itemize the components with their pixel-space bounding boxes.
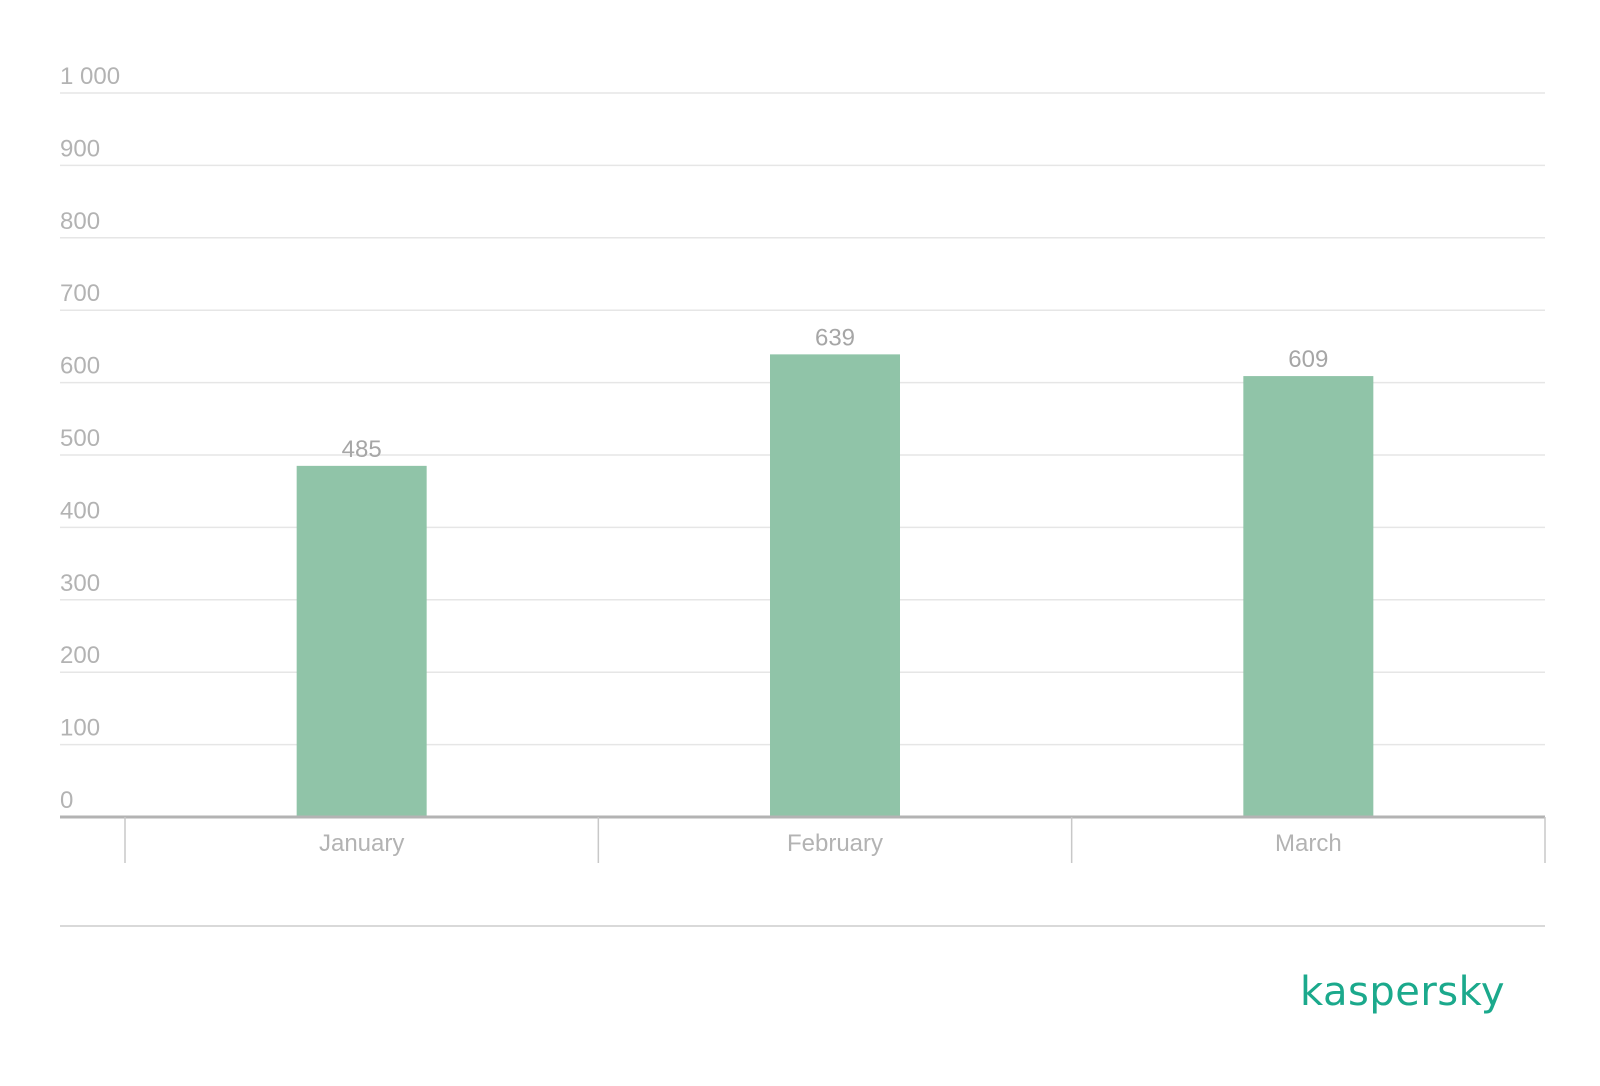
bar-march	[1243, 376, 1374, 817]
y-tick-label: 900	[60, 135, 100, 162]
x-axis	[60, 815, 1546, 863]
data-label: 609	[1288, 346, 1328, 373]
y-tick-label: 400	[60, 497, 100, 524]
x-axis-tick-labels: January February March	[319, 830, 1342, 857]
y-tick-label: 700	[60, 280, 100, 307]
y-axis-tick-labels: 0 100 200 300 400 500 600 700 800 900 1 000	[60, 63, 120, 814]
data-label: 485	[342, 436, 382, 463]
y-tick-label: 200	[60, 642, 100, 669]
y-tick-label: 300	[60, 570, 100, 597]
y-tick-label: 1 000	[60, 63, 120, 90]
x-tick-label: January	[319, 830, 404, 857]
data-labels: 485 639 609	[342, 324, 1329, 462]
x-tick-label: February	[787, 830, 883, 857]
bar-february	[770, 354, 900, 817]
x-tick-label: March	[1275, 830, 1342, 857]
y-tick-label: 500	[60, 425, 100, 452]
y-tick-label: 0	[60, 787, 73, 814]
kaspersky-logo: kaspersky	[1300, 969, 1506, 1015]
data-label: 639	[815, 324, 855, 351]
bar-january	[296, 465, 427, 817]
bars	[296, 354, 1374, 817]
y-tick-label: 800	[60, 208, 100, 235]
y-tick-label: 100	[60, 715, 100, 742]
y-tick-label: 600	[60, 353, 100, 380]
